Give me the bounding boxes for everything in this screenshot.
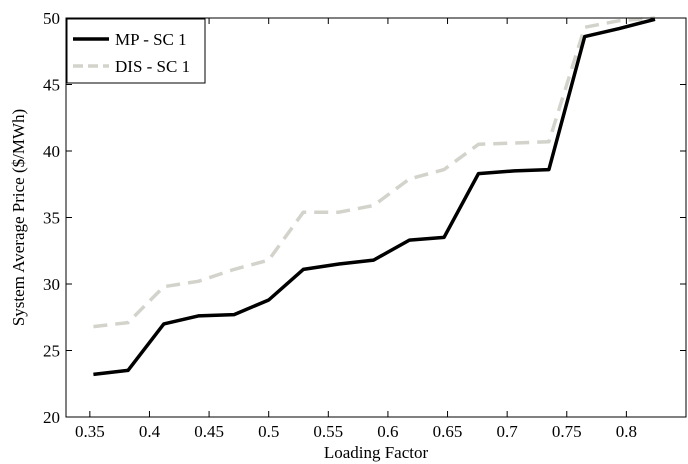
x-tick-label: 0.55: [313, 422, 343, 441]
x-tick-label: 0.5: [258, 422, 279, 441]
x-tick-label: 0.65: [433, 422, 463, 441]
plot-background: [66, 18, 686, 417]
y-tick-label: 35: [43, 209, 60, 228]
x-axis-label: Loading Factor: [324, 443, 429, 462]
y-tick-label: 25: [43, 342, 60, 361]
legend-label-2: DIS - SC 1: [115, 57, 190, 76]
x-tick-label: 0.8: [616, 422, 637, 441]
plot-area: [66, 18, 686, 417]
y-tick-label: 45: [43, 76, 60, 95]
x-tick-label: 0.45: [194, 422, 224, 441]
series-layer: [93, 16, 656, 377]
y-axis-label: System Average Price ($/MWh): [9, 109, 28, 326]
legend: MP - SC 1 DIS - SC 1: [66, 18, 206, 84]
ticks-layer: 0.35 0.4 0.45 0.5 0.55 0.6 0.65 0.7 0.75 0.8 20 25 3…: [43, 9, 686, 441]
series-line-1: [93, 17, 656, 377]
y-tick-label: 30: [43, 275, 60, 294]
legend-box: [66, 18, 206, 84]
legend-label-1: MP - SC 1: [115, 30, 187, 49]
series-line-2: [93, 16, 656, 329]
x-tick-label: 0.6: [377, 422, 398, 441]
x-tick-label: 0.75: [552, 422, 582, 441]
x-tick-label: 0.35: [75, 422, 105, 441]
x-tick-label: 0.4: [139, 422, 161, 441]
x-tick-label: 0.7: [497, 422, 519, 441]
y-tick-label: 40: [43, 142, 60, 161]
y-tick-label: 20: [43, 408, 60, 427]
y-tick-label: 50: [43, 9, 60, 28]
